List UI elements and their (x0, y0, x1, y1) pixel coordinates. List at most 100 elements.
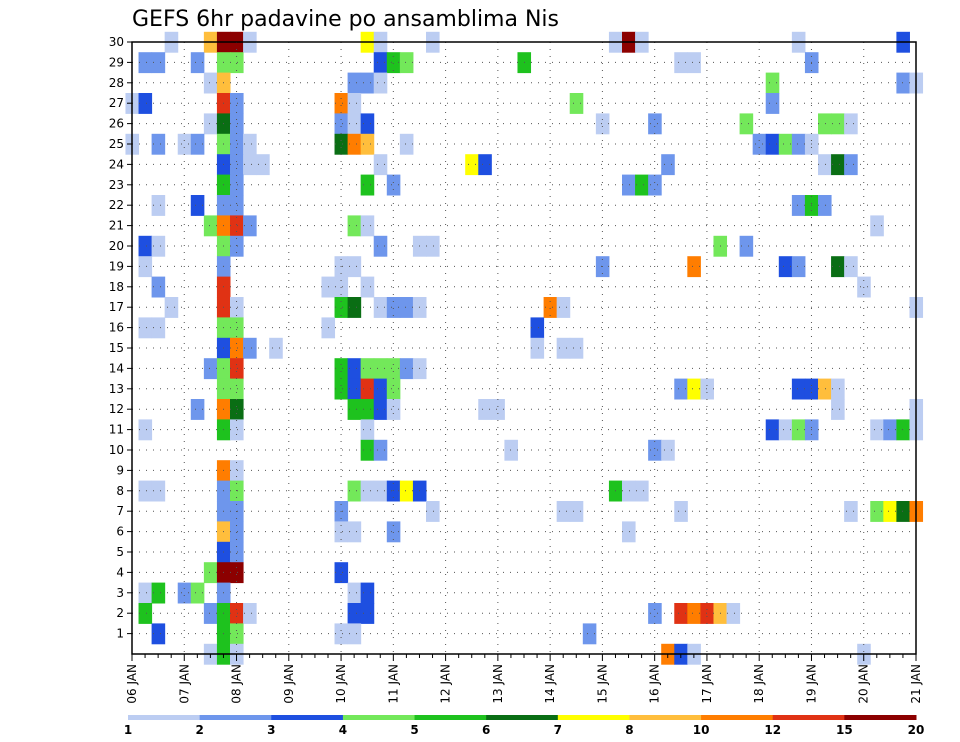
heatmap-cell (347, 399, 362, 420)
heatmap-cell (230, 297, 244, 318)
heatmap-cell (530, 337, 545, 359)
y-tick-label: 18 (109, 280, 124, 294)
heatmap-cell (831, 378, 845, 400)
colorbar-swatch (557, 715, 630, 720)
heatmap-cell (347, 113, 362, 135)
heatmap-cell (791, 195, 806, 216)
heatmap-cell (151, 582, 166, 604)
heatmap-cell (347, 215, 362, 237)
x-tick-label: 06 JAN (125, 664, 139, 704)
heatmap-cell (151, 623, 166, 645)
heatmap-cell (230, 399, 244, 420)
heatmap-cell (386, 521, 401, 543)
y-tick-label: 17 (109, 300, 124, 314)
y-tick-label: 15 (109, 341, 124, 355)
heatmap-cell (648, 439, 662, 461)
heatmap-cell (687, 378, 701, 400)
y-tick-label: 2 (116, 606, 124, 620)
heatmap-cell (360, 399, 375, 420)
heatmap-cell (674, 501, 688, 522)
x-tick-label: 16 JAN (648, 664, 662, 704)
heatmap-cell (870, 419, 884, 441)
heatmap-cell (190, 399, 205, 420)
colorbar-label: 5 (410, 723, 418, 737)
y-tick-label: 7 (116, 504, 124, 518)
heatmap-cell (360, 174, 375, 196)
colorbar-swatch (414, 715, 487, 720)
heatmap-cell (151, 235, 166, 257)
heatmap-cell (151, 195, 166, 216)
colorbar-label: 15 (836, 723, 853, 737)
y-tick-label: 21 (109, 219, 124, 233)
y-axis: 1234567891011121314151617181920212223242… (109, 35, 132, 641)
heatmap-cell (765, 419, 780, 441)
heatmap-cell (138, 317, 153, 339)
heatmap-cell (765, 133, 780, 155)
heatmap-cell (386, 358, 401, 380)
heatmap-cell (373, 378, 388, 400)
heatmap-cell (360, 133, 375, 155)
heatmap-cell (844, 256, 858, 278)
heatmap-cell (818, 195, 832, 216)
heatmap-cell (556, 297, 571, 318)
heatmap-cell (674, 52, 688, 74)
heatmap-cell (230, 480, 244, 502)
colorbar-swatch (701, 715, 774, 720)
heatmap-cell (386, 297, 401, 318)
heatmap-cell (373, 235, 388, 257)
heatmap-cell (360, 419, 375, 441)
y-tick-label: 16 (109, 321, 124, 335)
colorbar-label: 8 (625, 723, 633, 737)
y-tick-label: 12 (109, 402, 124, 416)
heatmap-cell (831, 399, 845, 420)
heatmap-cell (386, 174, 401, 196)
heatmap-cell (778, 419, 793, 441)
colorbar-label: 1 (124, 723, 132, 737)
heatmap-cell (765, 72, 780, 94)
y-tick-label: 10 (109, 443, 124, 457)
heatmap-cell (399, 52, 414, 74)
heatmap-cell (399, 358, 414, 380)
heatmap-cell (230, 419, 244, 441)
heatmap-cell (190, 582, 205, 604)
heatmap-cell (687, 52, 701, 74)
heatmap-cell (883, 419, 897, 441)
heatmap-cell (360, 215, 375, 237)
heatmap-cell (151, 52, 166, 74)
heatmap-cell (648, 174, 662, 196)
y-tick-label: 13 (109, 382, 124, 396)
heatmap-cell (818, 113, 832, 135)
heatmap-cell (230, 93, 244, 114)
heatmap-cell (399, 133, 414, 155)
y-tick-label: 4 (116, 565, 124, 579)
heatmap-cell (569, 501, 584, 522)
heatmap-cell (360, 582, 375, 604)
heatmap-cell (230, 154, 244, 176)
y-tick-label: 30 (109, 35, 124, 49)
heatmap-cell (844, 113, 858, 135)
y-tick-label: 6 (116, 525, 124, 539)
x-tick-label: 07 JAN (177, 664, 191, 704)
heatmap-cell (243, 337, 257, 359)
heatmap-cell (230, 52, 244, 74)
heatmap-cell (674, 603, 688, 624)
heatmap-cell (334, 378, 349, 400)
heatmap-cell (700, 603, 714, 624)
colorbar-swatch (844, 715, 917, 720)
colorbar-swatch (772, 715, 845, 720)
heatmap-cell (243, 154, 257, 176)
x-tick-label: 21 JAN (909, 664, 923, 704)
y-tick-label: 23 (109, 178, 124, 192)
heatmap-cell (177, 582, 192, 604)
x-tick-label: 11 JAN (386, 664, 400, 704)
heatmap-cell (347, 582, 362, 604)
heatmap-cell (347, 72, 362, 94)
heatmap-cell (844, 501, 858, 522)
y-tick-label: 27 (109, 96, 124, 110)
heatmap-cell (190, 195, 205, 216)
heatmap-cell (465, 154, 479, 176)
heatmap-cell (334, 358, 349, 380)
heatmap-cell (360, 113, 375, 135)
heatmap-cell (791, 256, 806, 278)
